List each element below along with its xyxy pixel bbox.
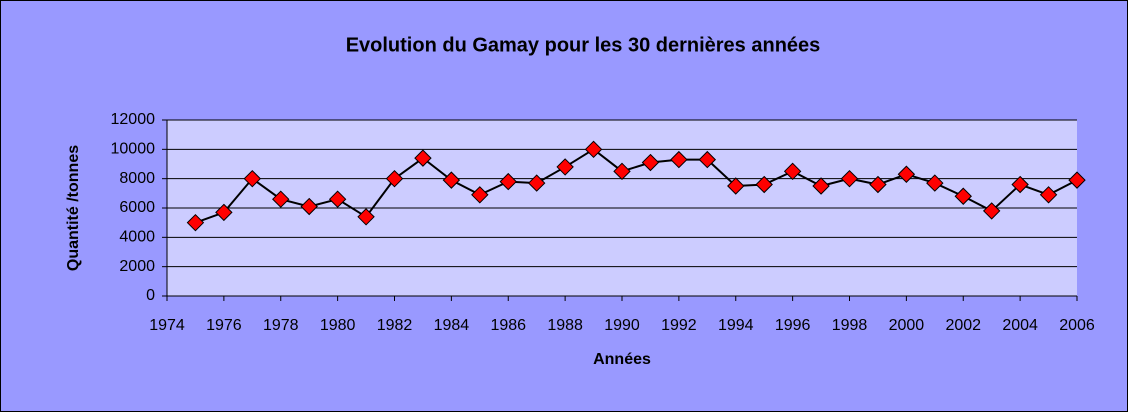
x-tick-label: 1982 [377, 317, 413, 334]
data-point [1068, 171, 1086, 189]
data-point [499, 172, 517, 191]
data-point [527, 174, 546, 192]
x-tick-label: 1984 [434, 317, 470, 334]
x-tick-label: 1992 [661, 317, 697, 334]
data-point [869, 175, 887, 194]
data-point [300, 197, 318, 216]
data-point [584, 140, 603, 159]
y-tick-label: 6000 [119, 199, 155, 216]
data-point [812, 177, 830, 195]
data-point [215, 203, 233, 222]
data-point [982, 202, 1001, 220]
data-point [670, 150, 688, 169]
x-tick-label: 2006 [1059, 317, 1095, 334]
data-point [698, 150, 717, 169]
data-point [186, 213, 205, 232]
y-axis-label: Quantité /tonnes [65, 145, 82, 271]
data-point [613, 162, 631, 181]
x-tick-label: 2002 [945, 317, 981, 334]
data-point [840, 169, 859, 188]
data-point [471, 186, 489, 204]
x-tick-label: 2004 [1002, 317, 1038, 334]
data-point [755, 175, 773, 194]
x-tick-label: 1990 [604, 317, 640, 334]
data-point [442, 171, 461, 189]
chart-title: Evolution du Gamay pour les 30 dernières… [346, 34, 821, 56]
data-point [1039, 186, 1058, 204]
data-point [414, 149, 432, 167]
data-point [926, 174, 944, 192]
data-point [243, 169, 262, 188]
x-tick-label: 1988 [547, 317, 583, 334]
x-axis-label: Années [593, 351, 651, 368]
x-tick-label: 1996 [775, 317, 811, 334]
x-tick-label: 2000 [889, 317, 925, 334]
data-point [328, 190, 347, 208]
data-point [1011, 175, 1029, 194]
x-tick-label: 1974 [149, 317, 185, 334]
data-point [556, 158, 574, 176]
data-point [385, 169, 404, 188]
y-tick-label: 4000 [119, 229, 155, 246]
x-tick-label: 1976 [206, 317, 242, 334]
y-tick-label: 2000 [119, 258, 155, 275]
data-point [272, 190, 290, 208]
data-point [727, 177, 745, 195]
data-point [783, 162, 802, 181]
x-tick-label: 1994 [718, 317, 754, 334]
data-point [897, 165, 916, 183]
y-tick-label: 12000 [111, 111, 156, 128]
x-tick-label: 1986 [490, 317, 526, 334]
y-tick-label: 10000 [111, 141, 156, 158]
data-point [357, 208, 375, 226]
x-tick-label: 1998 [832, 317, 868, 334]
x-tick-label: 1978 [263, 317, 299, 334]
y-tick-label: 8000 [119, 170, 155, 187]
y-tick-label: 0 [146, 287, 155, 304]
x-tick-label: 1980 [320, 317, 356, 334]
data-point [641, 153, 660, 172]
data-point [954, 187, 972, 205]
